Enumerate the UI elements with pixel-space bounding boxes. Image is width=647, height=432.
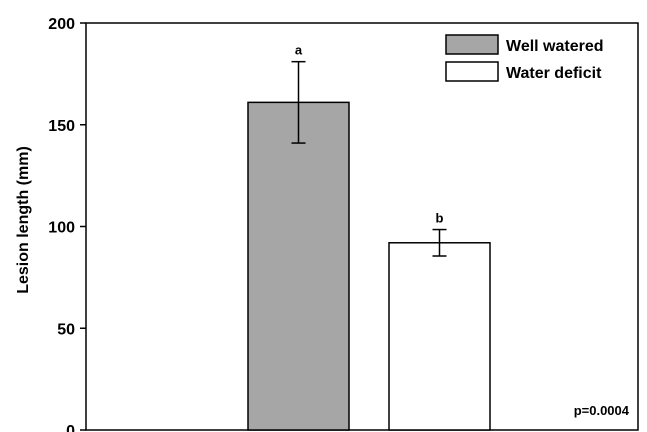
plot-frame [86, 23, 638, 430]
significance-letter: a [295, 43, 303, 58]
y-tick-label: 50 [57, 321, 75, 338]
significance-letter: b [436, 211, 444, 226]
p-value-annotation: p=0.0004 [574, 403, 630, 418]
bars: ab [248, 43, 490, 430]
bar [389, 243, 490, 430]
y-tick-label: 200 [48, 16, 75, 33]
legend-swatch [446, 35, 498, 54]
y-tick-label: 150 [48, 118, 75, 135]
legend-label: Well watered [506, 38, 604, 55]
legend-label: Water deficit [506, 65, 602, 82]
legend: Well watered Water deficit [446, 35, 604, 82]
bar [248, 102, 349, 430]
y-tick-label: 100 [48, 220, 75, 237]
axes [86, 23, 638, 430]
y-tick-label: 0 [66, 423, 75, 432]
y-axis-ticks: 0 50 100 150 200 [48, 16, 86, 432]
legend-swatch [446, 62, 498, 81]
y-axis-title: Lesion length (mm) [15, 146, 32, 294]
